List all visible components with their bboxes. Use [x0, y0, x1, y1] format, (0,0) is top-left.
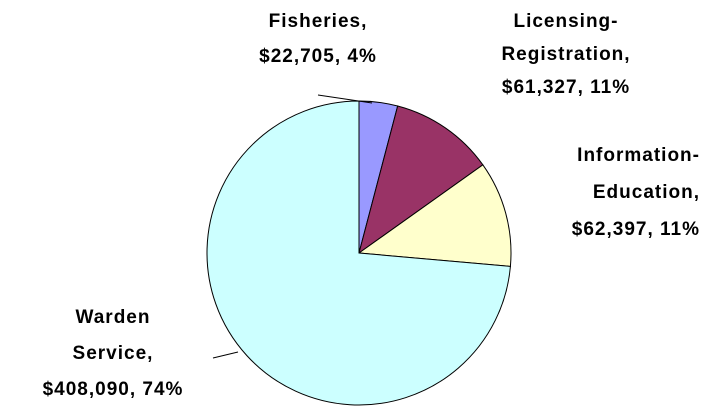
slice-label: Service, [73, 343, 154, 364]
slice-label: $22,705, 4% [259, 46, 377, 67]
slice-label: $62,397, 11% [572, 219, 700, 240]
leader-line [212, 351, 239, 359]
slice-label: Registration, [501, 44, 630, 65]
slice-label: Fisheries, [269, 11, 368, 32]
pie-slice [358, 105, 484, 255]
pie-slice [357, 164, 512, 267]
slice-label: $61,327, 11% [502, 77, 630, 98]
leader-line [317, 94, 373, 104]
slice-label: Licensing- [513, 11, 618, 32]
slice-label: Warden [76, 307, 151, 328]
slice-label: $408,090, 74% [43, 379, 184, 400]
slice-label: Information- [577, 145, 700, 166]
pie-slice [206, 100, 511, 406]
slice-label: Education, [593, 182, 700, 203]
